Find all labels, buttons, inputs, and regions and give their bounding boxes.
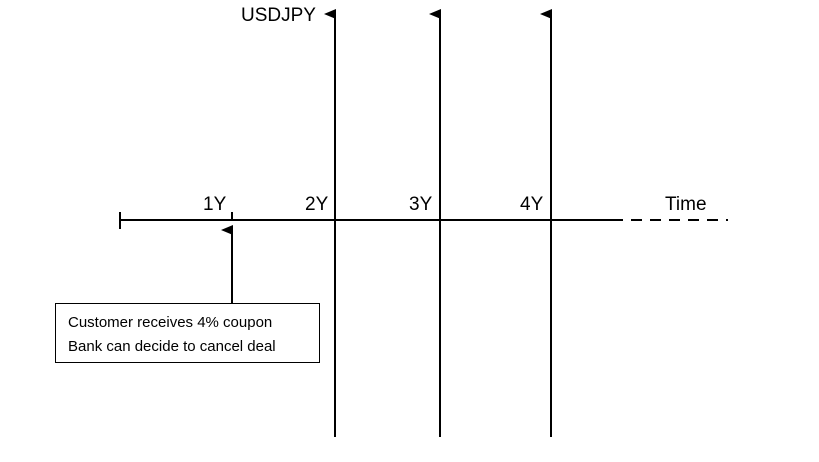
callout-box: Customer receives 4% coupon Bank can dec… [55, 303, 320, 363]
usdjpy-axis-label: USDJPY [241, 5, 316, 26]
callout-line-cancel: Bank can decide to cancel deal [68, 338, 276, 355]
tick-label-3y: 3Y [409, 194, 433, 215]
callout-line-coupon: Customer receives 4% coupon [68, 314, 273, 331]
tick-label-4y: 4Y [520, 194, 544, 215]
tick-label-2y: 2Y [305, 194, 329, 215]
time-axis-label: Time [665, 194, 707, 215]
tick-label-1y: 1Y [203, 194, 227, 215]
